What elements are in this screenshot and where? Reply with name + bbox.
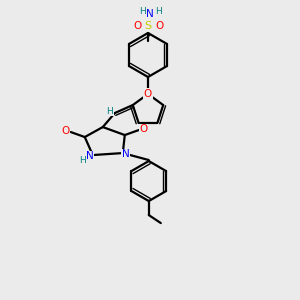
Text: O: O [133,21,141,31]
Text: N: N [122,149,130,159]
Text: O: O [140,124,148,134]
Text: N: N [86,151,94,161]
Text: O: O [155,21,163,31]
Text: O: O [62,126,70,136]
Text: N: N [146,9,154,19]
Text: S: S [144,21,152,31]
Text: O: O [144,89,152,99]
Text: H: H [106,106,113,116]
Text: H: H [139,8,145,16]
Text: H: H [80,156,86,165]
Text: H: H [154,8,161,16]
